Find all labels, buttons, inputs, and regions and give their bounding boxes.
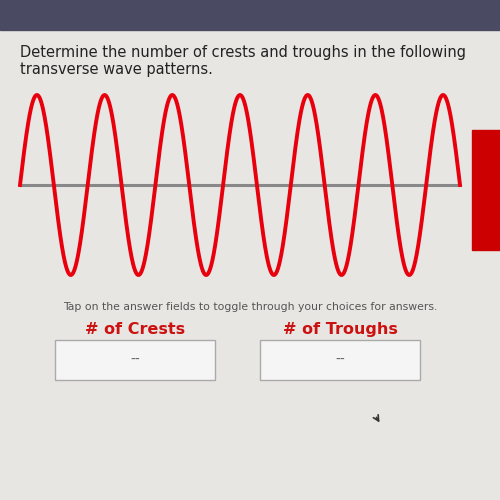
- Bar: [472, 130, 500, 250]
- Text: # of Troughs: # of Troughs: [282, 322, 398, 337]
- Text: --: --: [335, 353, 345, 367]
- Bar: [260, 340, 420, 380]
- Text: Tap on the answer fields to toggle through your choices for answers.: Tap on the answer fields to toggle throu…: [63, 302, 437, 312]
- Text: Determine the number of crests and troughs in the following: Determine the number of crests and troug…: [20, 45, 466, 60]
- Bar: [55, 340, 215, 380]
- Text: # of Crests: # of Crests: [85, 322, 185, 337]
- Text: transverse wave patterns.: transverse wave patterns.: [20, 62, 213, 77]
- Bar: [0, 0, 500, 30]
- Text: --: --: [130, 353, 140, 367]
